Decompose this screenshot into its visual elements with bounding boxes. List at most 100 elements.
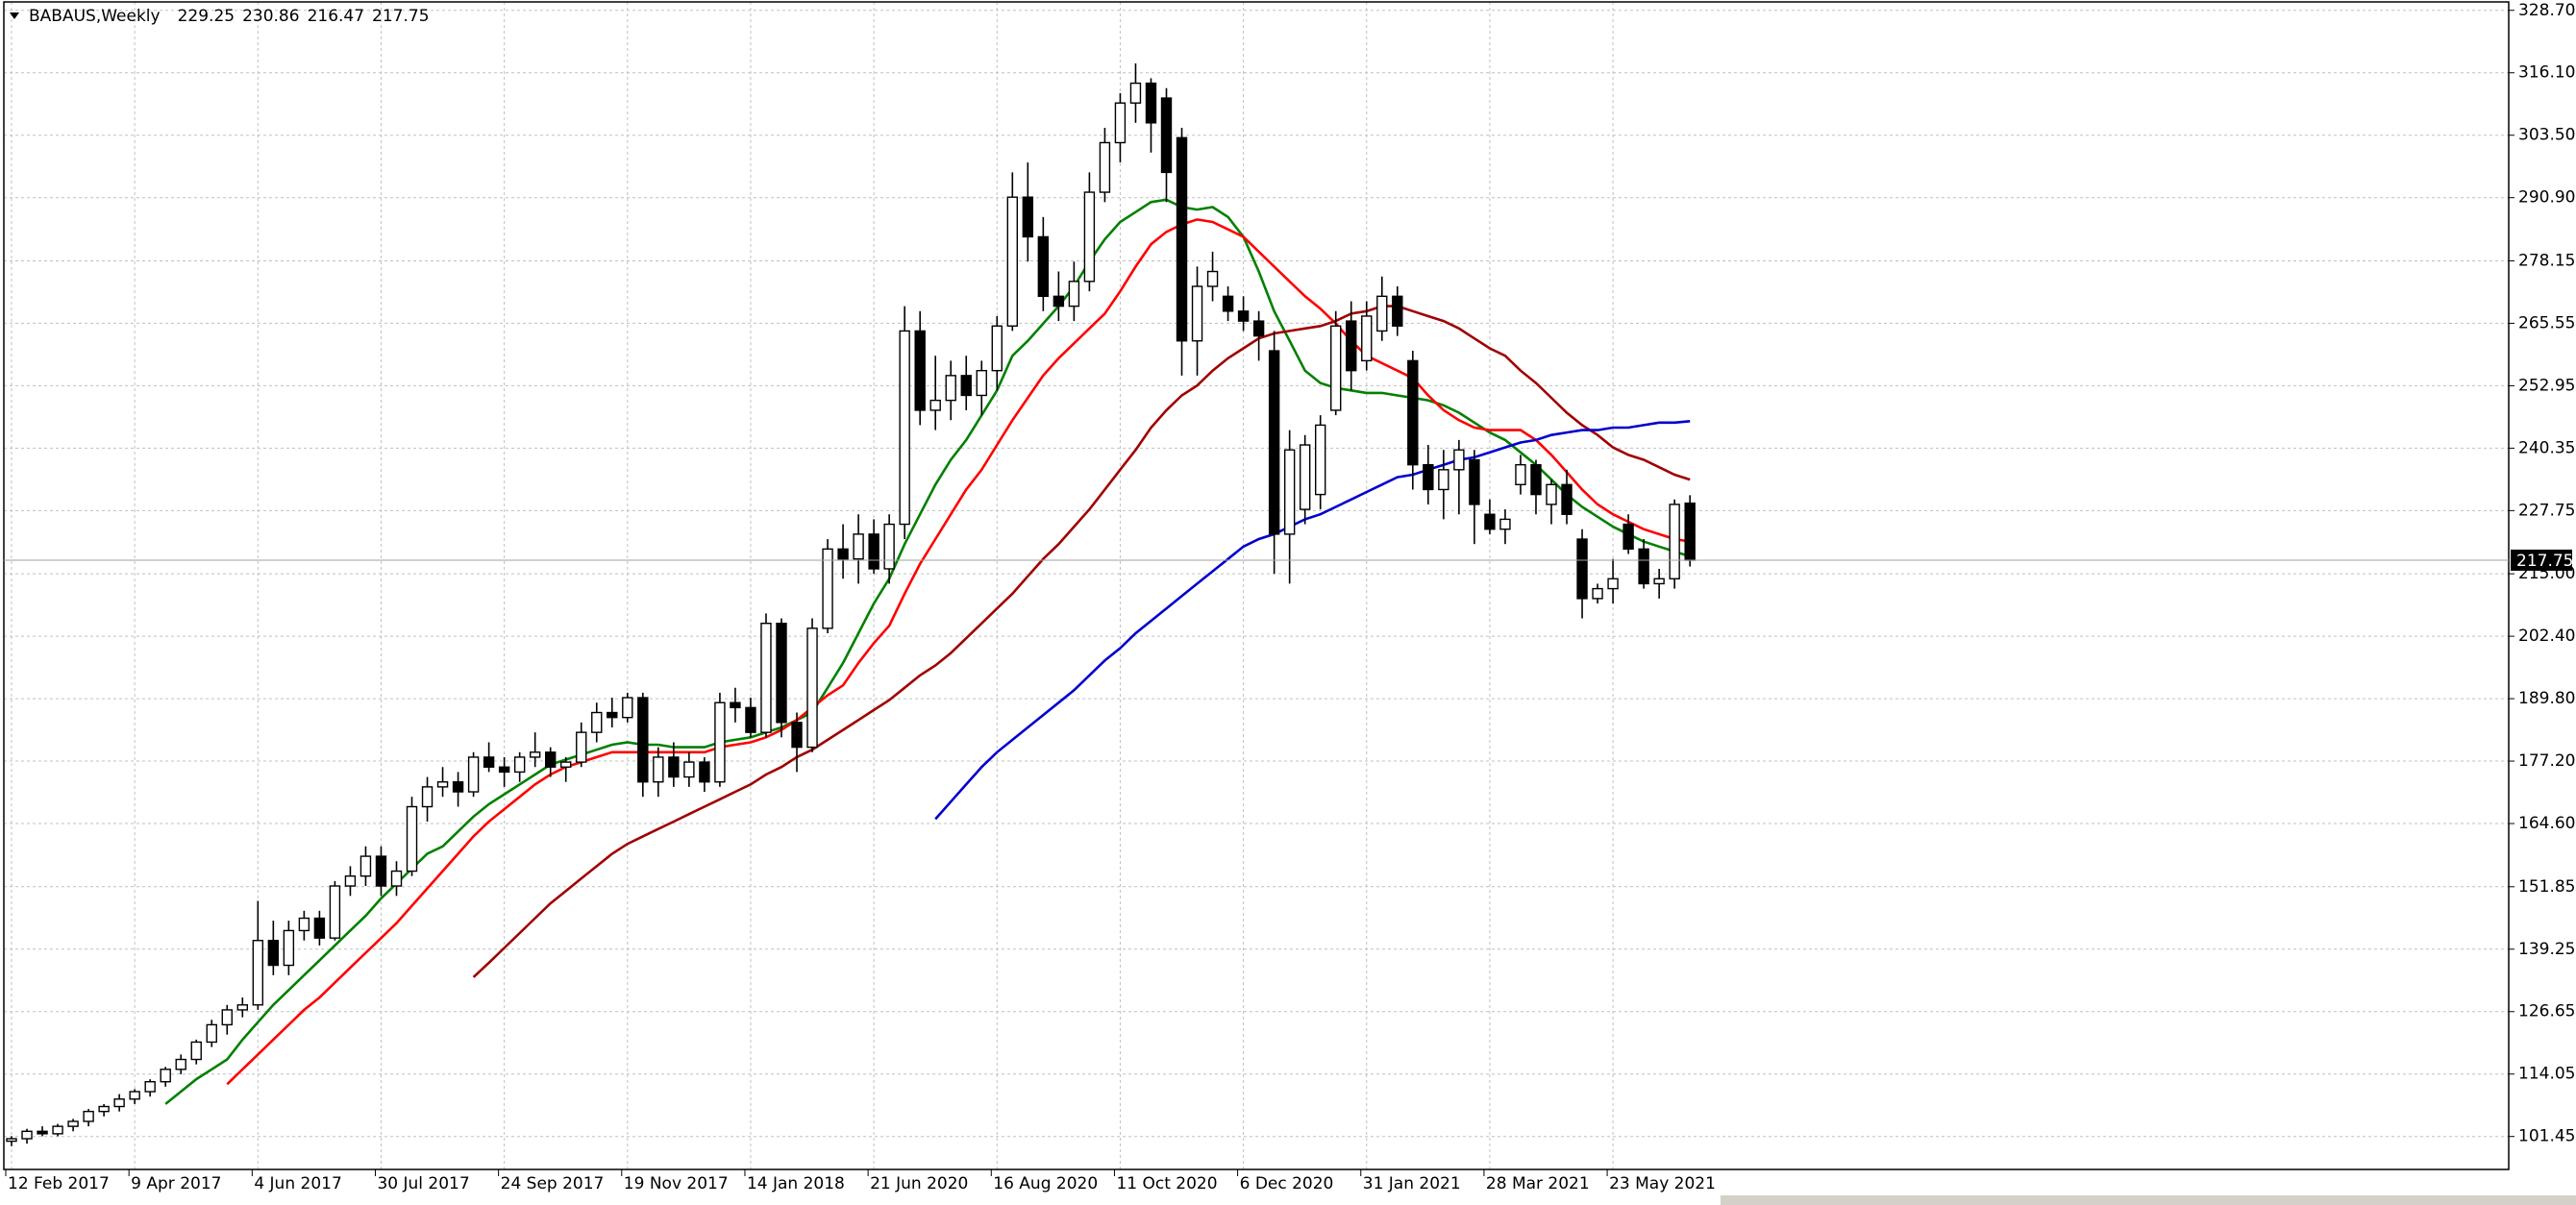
candle-body [252, 940, 264, 1006]
y-tick-label: 240.35 [2518, 438, 2575, 457]
menu-triangle[interactable] [10, 12, 19, 19]
candle-body [190, 1041, 202, 1061]
x-tick-label: 9 Apr 2017 [131, 1174, 221, 1193]
x-tick-label: 19 Nov 2017 [624, 1174, 729, 1193]
candle-body [390, 870, 403, 887]
candle-body [868, 533, 879, 570]
y-tick-label: 227.75 [2518, 501, 2575, 520]
candle-body [1268, 350, 1280, 535]
x-tick-label: 28 Mar 2021 [1486, 1174, 1590, 1193]
x-tick-label: 16 Aug 2020 [993, 1174, 1098, 1193]
candle-body [1191, 285, 1203, 342]
symbol-title: BABAUS,Weekly [29, 7, 161, 26]
candle-body [976, 369, 987, 397]
plot-frame [3, 1, 2510, 1170]
candle-body [1484, 513, 1496, 530]
y-tick-label: 189.80 [2518, 689, 2575, 708]
indicator-lines [164, 198, 1691, 1105]
y-tick-label: 328.70 [2518, 1, 2575, 20]
candle-body [113, 1098, 125, 1108]
candle-body [668, 756, 680, 778]
candle-body [545, 751, 557, 768]
candle-body [160, 1069, 171, 1083]
candle-body [960, 375, 972, 397]
candle-body [1237, 310, 1250, 322]
candle-body [1669, 504, 1680, 579]
x-tick-label: 12 Feb 2017 [8, 1174, 110, 1193]
candle-body [1083, 191, 1096, 283]
candle-body [1330, 325, 1342, 411]
candle-body [607, 711, 618, 719]
candle-body [945, 375, 956, 402]
y-tick-label: 290.90 [2518, 188, 2575, 208]
candle-body [560, 761, 572, 768]
candle-body [1053, 295, 1065, 307]
candle-body [329, 885, 341, 939]
candle-body [436, 781, 449, 788]
candle-body [683, 761, 695, 778]
candle-body [1684, 502, 1696, 561]
x-tick-label: 23 May 2021 [1609, 1174, 1716, 1193]
candle-body [359, 855, 372, 877]
x-tick-label: 14 Jan 2018 [747, 1174, 845, 1193]
x-tick-label: 6 Dec 2020 [1240, 1174, 1334, 1193]
candle-body [1469, 458, 1480, 505]
y-tick-label: 139.25 [2518, 940, 2575, 959]
candle-body [1376, 295, 1388, 332]
grid [4, 2, 2509, 1169]
header: BABAUS,Weekly 229.25 230.86 216.47 217.75 [29, 7, 430, 26]
x-tick-label: 21 Jun 2020 [870, 1174, 968, 1193]
candle-body [1222, 295, 1234, 312]
candle-body [591, 711, 603, 733]
candle-body [21, 1130, 33, 1140]
candle-body [760, 622, 772, 733]
candle-body [1114, 102, 1127, 144]
candle-body [144, 1081, 156, 1093]
candle-body [1453, 449, 1465, 471]
candle-body [576, 731, 587, 763]
y-tick-label: 151.85 [2518, 877, 2575, 897]
candle-body [883, 523, 895, 570]
x-tick-label: 24 Sep 2017 [501, 1174, 605, 1193]
candle-body [1314, 424, 1326, 496]
candle-body [175, 1058, 186, 1070]
last-price-tag [2511, 549, 2572, 571]
candle-body [452, 781, 464, 793]
candle-body [467, 756, 480, 793]
candle-body [1546, 483, 1557, 505]
header-low: 216.47 [308, 7, 364, 26]
candle-body [1346, 320, 1357, 372]
candle-body [822, 548, 833, 629]
candle-body [1299, 444, 1311, 510]
header-open: 229.25 [178, 7, 235, 26]
candle-body [1407, 359, 1419, 466]
candle-body [1206, 270, 1219, 287]
candle-body [1622, 523, 1634, 551]
candle-body [637, 697, 649, 783]
candle-body [529, 751, 541, 758]
candle-body [1283, 449, 1296, 535]
x-tick-label: 30 Jul 2017 [377, 1174, 469, 1193]
x-tick-label: 31 Jan 2021 [1363, 1174, 1461, 1193]
header-high: 230.86 [242, 7, 299, 26]
candle-body [1653, 578, 1665, 585]
x-tick-label: 11 Oct 2020 [1116, 1174, 1217, 1193]
candle-body [52, 1125, 63, 1135]
candle-body [98, 1105, 110, 1113]
y-tick-label: 303.50 [2518, 126, 2575, 145]
moving-average-line [226, 218, 1691, 1086]
candle-body [83, 1110, 94, 1122]
candle-body [513, 756, 526, 774]
candle-body [1607, 578, 1619, 590]
candle-body [67, 1120, 79, 1127]
candle-body [406, 805, 418, 873]
candle-body [1561, 483, 1573, 515]
candle-body [1068, 281, 1080, 307]
candle-body [1361, 315, 1373, 362]
y-tick-label: 316.10 [2518, 63, 2575, 83]
candle-body [375, 855, 387, 887]
candle-body [206, 1023, 217, 1044]
moving-average-line [934, 420, 1691, 821]
y-tick-label: 177.20 [2518, 751, 2575, 771]
